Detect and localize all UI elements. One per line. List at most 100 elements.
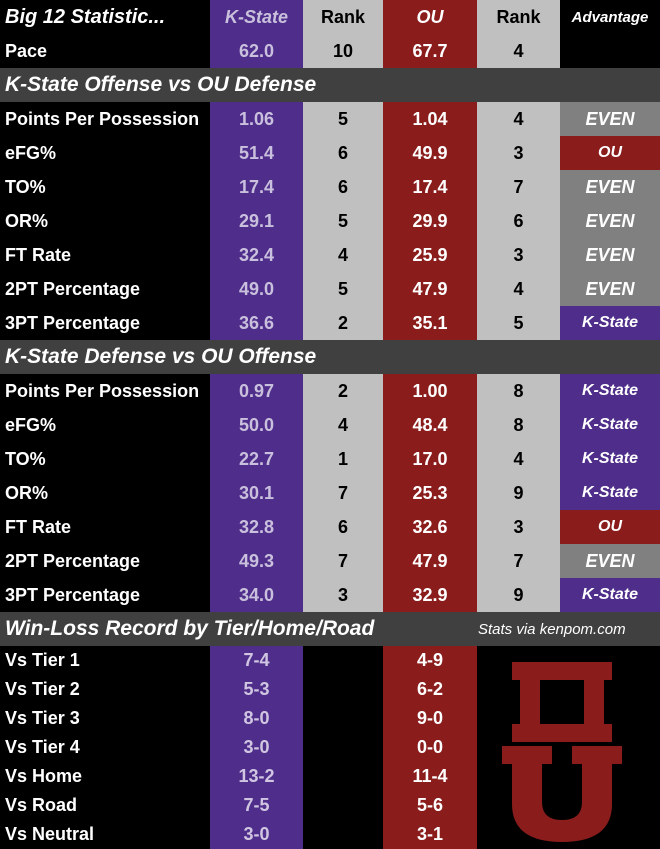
ou-rank: 4 xyxy=(477,102,560,136)
row-label: eFG% xyxy=(5,414,57,435)
row-label: OR% xyxy=(5,482,49,503)
row-label: Vs Home xyxy=(5,766,83,786)
row-label: FT Rate xyxy=(5,244,72,265)
ou-record: 4-9 xyxy=(383,646,477,675)
ou-value: 25.9 xyxy=(383,238,477,272)
record-row: Vs Neutral 3-0 3-1 xyxy=(0,820,660,849)
advantage-badge: K-State xyxy=(560,476,660,510)
kstate-record: 7-5 xyxy=(210,791,303,820)
kstate-value: 50.0 xyxy=(210,408,303,442)
advantage-badge: EVEN xyxy=(560,544,660,578)
ou-record: 11-4 xyxy=(383,762,477,791)
table-row: 2PT Percentage 49.0 5 47.9 4 EVEN xyxy=(0,272,660,306)
record-row: Vs Tier 2 5-3 6-2 xyxy=(0,675,660,704)
ou-value: 17.4 xyxy=(383,170,477,204)
kstate-record: 8-0 xyxy=(210,704,303,733)
header-ou: OU xyxy=(383,0,477,34)
section-title: K-State Offense vs OU Defense xyxy=(5,73,317,96)
advantage-badge: K-State xyxy=(560,306,660,340)
row-label: 3PT Percentage xyxy=(5,312,141,333)
ou-value: 25.3 xyxy=(383,476,477,510)
table-row: FT Rate 32.4 4 25.9 3 EVEN xyxy=(0,238,660,272)
kstate-record: 3-0 xyxy=(210,733,303,762)
advantage-badge: EVEN xyxy=(560,204,660,238)
kstate-value: 49.3 xyxy=(210,544,303,578)
header-kstate: K-State xyxy=(210,0,303,34)
pace-row: Pace 62.0 10 67.7 4 xyxy=(0,34,660,68)
ou-value: 49.9 xyxy=(383,136,477,170)
kstate-record: 13-2 xyxy=(210,762,303,791)
kstate-rank: 4 xyxy=(303,408,383,442)
kstate-value: 32.8 xyxy=(210,510,303,544)
table-row: TO% 22.7 1 17.0 4 K-State xyxy=(0,442,660,476)
ou-value: 1.00 xyxy=(383,374,477,408)
ou-value: 48.4 xyxy=(383,408,477,442)
kstate-value: 29.1 xyxy=(210,204,303,238)
kstate-rank: 10 xyxy=(303,34,383,68)
row-label: FT Rate xyxy=(5,516,72,537)
ou-rank: 9 xyxy=(477,578,560,612)
kstate-value: 34.0 xyxy=(210,578,303,612)
ou-rank: 8 xyxy=(477,374,560,408)
ou-value: 17.0 xyxy=(383,442,477,476)
table-row: Points Per Possession 0.97 2 1.00 8 K-State xyxy=(0,374,660,408)
advantage-badge: EVEN xyxy=(560,238,660,272)
table-row: 3PT Percentage 36.6 2 35.1 5 K-State xyxy=(0,306,660,340)
table-row: eFG% 50.0 4 48.4 8 K-State xyxy=(0,408,660,442)
ou-rank: 3 xyxy=(477,136,560,170)
ou-value: 32.9 xyxy=(383,578,477,612)
record-row: Vs Tier 1 7-4 4-9 xyxy=(0,646,660,675)
advantage-badge: K-State xyxy=(560,442,660,476)
advantage-badge: K-State xyxy=(560,408,660,442)
row-label: 2PT Percentage xyxy=(5,278,141,299)
ou-value: 32.6 xyxy=(383,510,477,544)
ou-rank: 3 xyxy=(477,238,560,272)
ou-record: 6-2 xyxy=(383,675,477,704)
row-label: Points Per Possession xyxy=(5,380,200,401)
spacer xyxy=(303,646,383,675)
ou-record: 5-6 xyxy=(383,791,477,820)
ou-value: 67.7 xyxy=(383,34,477,68)
spacer xyxy=(303,820,383,849)
advantage-badge: EVEN xyxy=(560,170,660,204)
row-label: 2PT Percentage xyxy=(5,550,141,571)
kstate-value: 0.97 xyxy=(210,374,303,408)
table-row: OR% 30.1 7 25.3 9 K-State xyxy=(0,476,660,510)
ou-rank: 4 xyxy=(477,34,560,68)
table-row: 3PT Percentage 34.0 3 32.9 9 K-State xyxy=(0,578,660,612)
row-label: Vs Tier 4 xyxy=(5,737,80,757)
advantage-badge: K-State xyxy=(560,374,660,408)
sheet-title: Big 12 Statistic... xyxy=(5,5,166,28)
kstate-value: 62.0 xyxy=(210,34,303,68)
row-label: Vs Tier 3 xyxy=(5,708,80,728)
advantage-value xyxy=(560,34,660,68)
kstate-record: 7-4 xyxy=(210,646,303,675)
advantage-badge: EVEN xyxy=(560,272,660,306)
kstate-rank: 1 xyxy=(303,442,383,476)
kstate-value: 30.1 xyxy=(210,476,303,510)
row-label: OR% xyxy=(5,210,49,231)
section-header: K-State Offense vs OU Defense xyxy=(0,68,660,102)
kstate-record: 3-0 xyxy=(210,820,303,849)
advantage-badge: EVEN xyxy=(560,102,660,136)
ou-logo-mark xyxy=(502,662,622,842)
header-row: Big 12 Statistic... K-State Rank OU Rank… xyxy=(0,0,660,34)
kstate-value: 32.4 xyxy=(210,238,303,272)
kstate-rank: 6 xyxy=(303,170,383,204)
ou-logo xyxy=(502,662,622,842)
kstate-rank: 7 xyxy=(303,476,383,510)
kstate-rank: 7 xyxy=(303,544,383,578)
kstate-rank: 5 xyxy=(303,272,383,306)
spacer xyxy=(303,791,383,820)
kstate-rank: 6 xyxy=(303,510,383,544)
header-rank-kstate: Rank xyxy=(303,0,383,34)
row-label: Vs Tier 2 xyxy=(5,679,80,699)
kstate-rank: 4 xyxy=(303,238,383,272)
record-row: Vs Tier 4 3-0 0-0 xyxy=(0,733,660,762)
kstate-value: 49.0 xyxy=(210,272,303,306)
row-label: Pace xyxy=(5,40,48,61)
row-label: eFG% xyxy=(5,142,57,163)
ou-rank: 9 xyxy=(477,476,560,510)
row-label: Vs Tier 1 xyxy=(5,650,80,670)
kstate-rank: 3 xyxy=(303,578,383,612)
